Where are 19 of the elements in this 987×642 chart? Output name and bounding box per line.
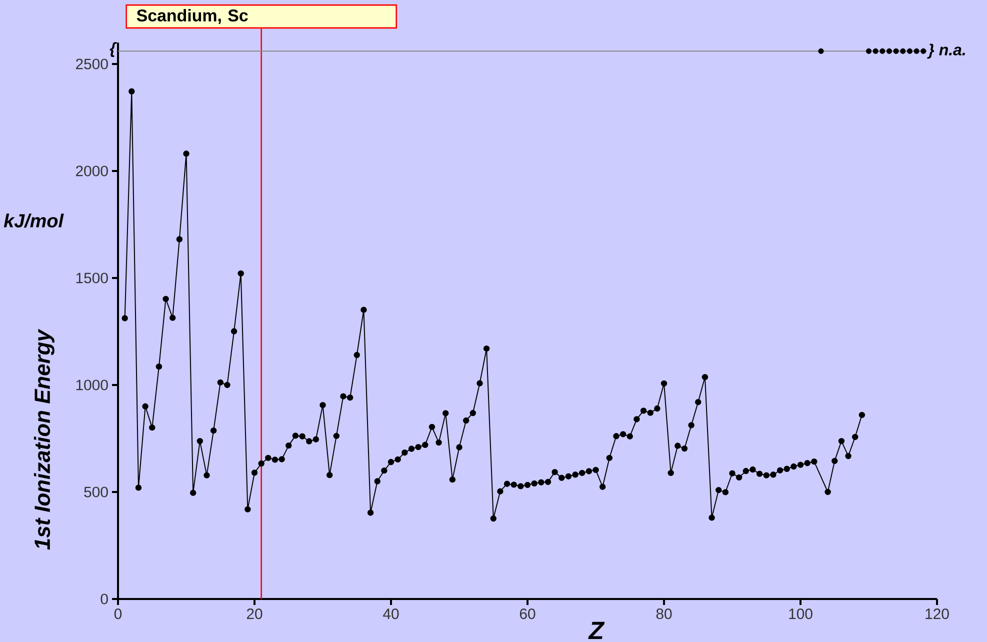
y-tick-label: 2000 xyxy=(76,166,108,176)
text: kJ/mol xyxy=(4,214,64,228)
y-axis-title: 1st Ionization Energy xyxy=(34,328,54,550)
y-tick-label: 1000 xyxy=(76,380,108,390)
x-tick-label: 60 xyxy=(520,608,536,620)
x-tick-label: 20 xyxy=(246,608,262,620)
annotation: { xyxy=(110,42,117,57)
x-axis-title: Z xyxy=(588,622,605,640)
y-tick-label: 0 xyxy=(100,594,108,604)
y-tick-label: 2500 xyxy=(76,58,108,70)
x-tick-label: 80 xyxy=(656,608,672,620)
y-tick-label: 500 xyxy=(84,486,108,498)
ref-line-label: Scandium, Sc xyxy=(136,9,248,24)
ref-line-label: } n.a. xyxy=(927,44,965,59)
x-tick-label: 0 xyxy=(114,608,122,620)
y-tick-label: 1500 xyxy=(76,272,108,284)
x-tick-label: 100 xyxy=(789,608,812,620)
x-tick-label: 120 xyxy=(926,608,949,620)
x-tick-label: 40 xyxy=(383,608,399,620)
